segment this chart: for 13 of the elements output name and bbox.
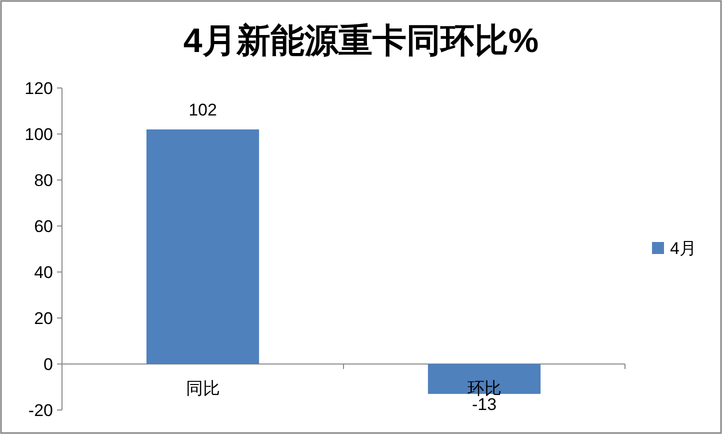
- data-label: 102: [188, 100, 217, 120]
- chart-title: 4月新能源重卡同环比%: [183, 22, 539, 60]
- legend-label: 4月: [670, 238, 696, 258]
- y-tick-label: 0: [44, 354, 53, 374]
- y-tick-label: 60: [34, 216, 53, 236]
- y-tick-label: 40: [34, 262, 53, 282]
- y-tick-label: 100: [24, 124, 53, 144]
- y-tick-label: -20: [28, 400, 53, 420]
- y-tick-label: 120: [24, 78, 53, 98]
- x-tick-label: 同比: [186, 379, 220, 398]
- y-tick-label: 80: [34, 170, 53, 190]
- y-tick-label: 20: [34, 308, 53, 328]
- x-tick-label: 环比: [467, 379, 502, 398]
